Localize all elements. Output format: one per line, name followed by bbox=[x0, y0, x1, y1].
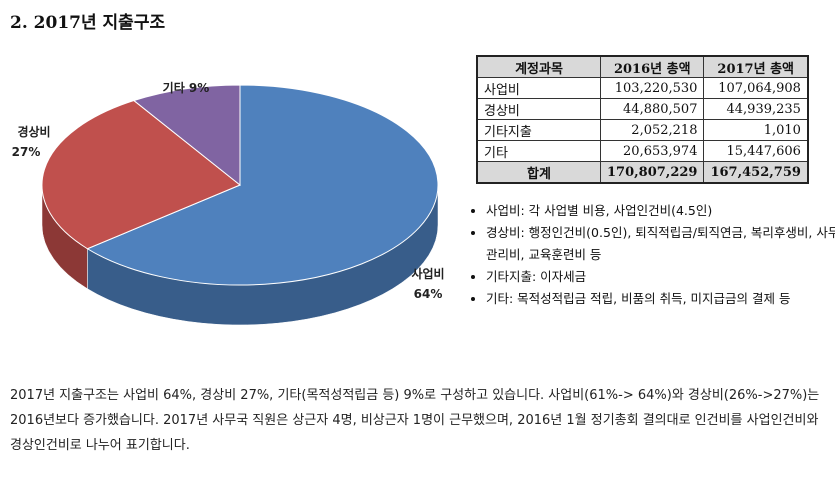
row-2016: 103,220,530 bbox=[599, 77, 705, 99]
table-row: 사업비 103,220,530 107,064,908 bbox=[476, 77, 809, 99]
row-2017: 1,010 bbox=[703, 119, 809, 141]
total-2016: 170,807,229 bbox=[599, 161, 705, 184]
expenditure-table: 계정과목 2016년 총액 2017년 총액 사업비 103,220,530 1… bbox=[476, 55, 809, 184]
note-item: 기타지출: 이자세금 bbox=[486, 266, 835, 288]
row-name: 기타지출 bbox=[476, 119, 601, 141]
table-total-row: 합계 170,807,229 167,452,759 bbox=[476, 161, 809, 184]
expenditure-pie-chart: 사업비 64% 경상비 27% 기타 9% bbox=[12, 80, 445, 326]
total-name: 합계 bbox=[476, 161, 601, 184]
note-item: 경상비: 행정인건비(0.5인), 퇴직적립금/퇴직연금, 복리후생비, 사무관… bbox=[486, 222, 835, 266]
row-name: 기타 bbox=[476, 140, 601, 162]
pie-label-기타: 기타 9% bbox=[163, 80, 210, 95]
row-2016: 2,052,218 bbox=[599, 119, 705, 141]
section-heading: 2. 2017년 지출구조 bbox=[10, 13, 166, 33]
note-item: 사업비: 각 사업별 비용, 사업인건비(4.5인) bbox=[486, 200, 835, 222]
table-header-row: 계정과목 2016년 총액 2017년 총액 bbox=[476, 55, 809, 78]
row-name: 경상비 bbox=[476, 98, 601, 120]
table-row: 경상비 44,880,507 44,939,235 bbox=[476, 98, 809, 120]
row-2017: 44,939,235 bbox=[703, 98, 809, 120]
pie-label-사업비: 사업비 bbox=[411, 266, 444, 281]
summary-paragraph: 2017년 지출구조는 사업비 64%, 경상비 27%, 기타(목적성적립금 … bbox=[10, 388, 820, 453]
note-item: 기타: 목적성적립금 적립, 비품의 취득, 미지급금의 결제 등 bbox=[486, 288, 835, 310]
table-row: 기타 20,653,974 15,447,606 bbox=[476, 140, 809, 162]
row-2017: 107,064,908 bbox=[703, 77, 809, 99]
total-2017: 167,452,759 bbox=[703, 161, 809, 184]
pie-pct-사업비: 64% bbox=[414, 287, 443, 301]
notes-list: 사업비: 각 사업별 비용, 사업인건비(4.5인) 경상비: 행정인건비(0.… bbox=[470, 200, 835, 310]
row-2017: 15,447,606 bbox=[703, 140, 809, 162]
row-2016: 44,880,507 bbox=[599, 98, 705, 120]
pie-slice-기타 bbox=[132, 84, 241, 187]
header-2016-total: 2016년 총액 bbox=[599, 55, 705, 78]
pie-slice-사업비 bbox=[86, 84, 439, 286]
header-2017-total: 2017년 총액 bbox=[703, 55, 809, 78]
row-2016: 20,653,974 bbox=[599, 140, 705, 162]
row-name: 사업비 bbox=[476, 77, 601, 99]
pie-pct-경상비: 27% bbox=[12, 145, 41, 159]
pie-slice-경상비 bbox=[41, 100, 241, 250]
header-account: 계정과목 bbox=[476, 55, 601, 78]
pie-label-경상비: 경상비 bbox=[17, 124, 50, 139]
table-row: 기타지출 2,052,218 1,010 bbox=[476, 119, 809, 141]
